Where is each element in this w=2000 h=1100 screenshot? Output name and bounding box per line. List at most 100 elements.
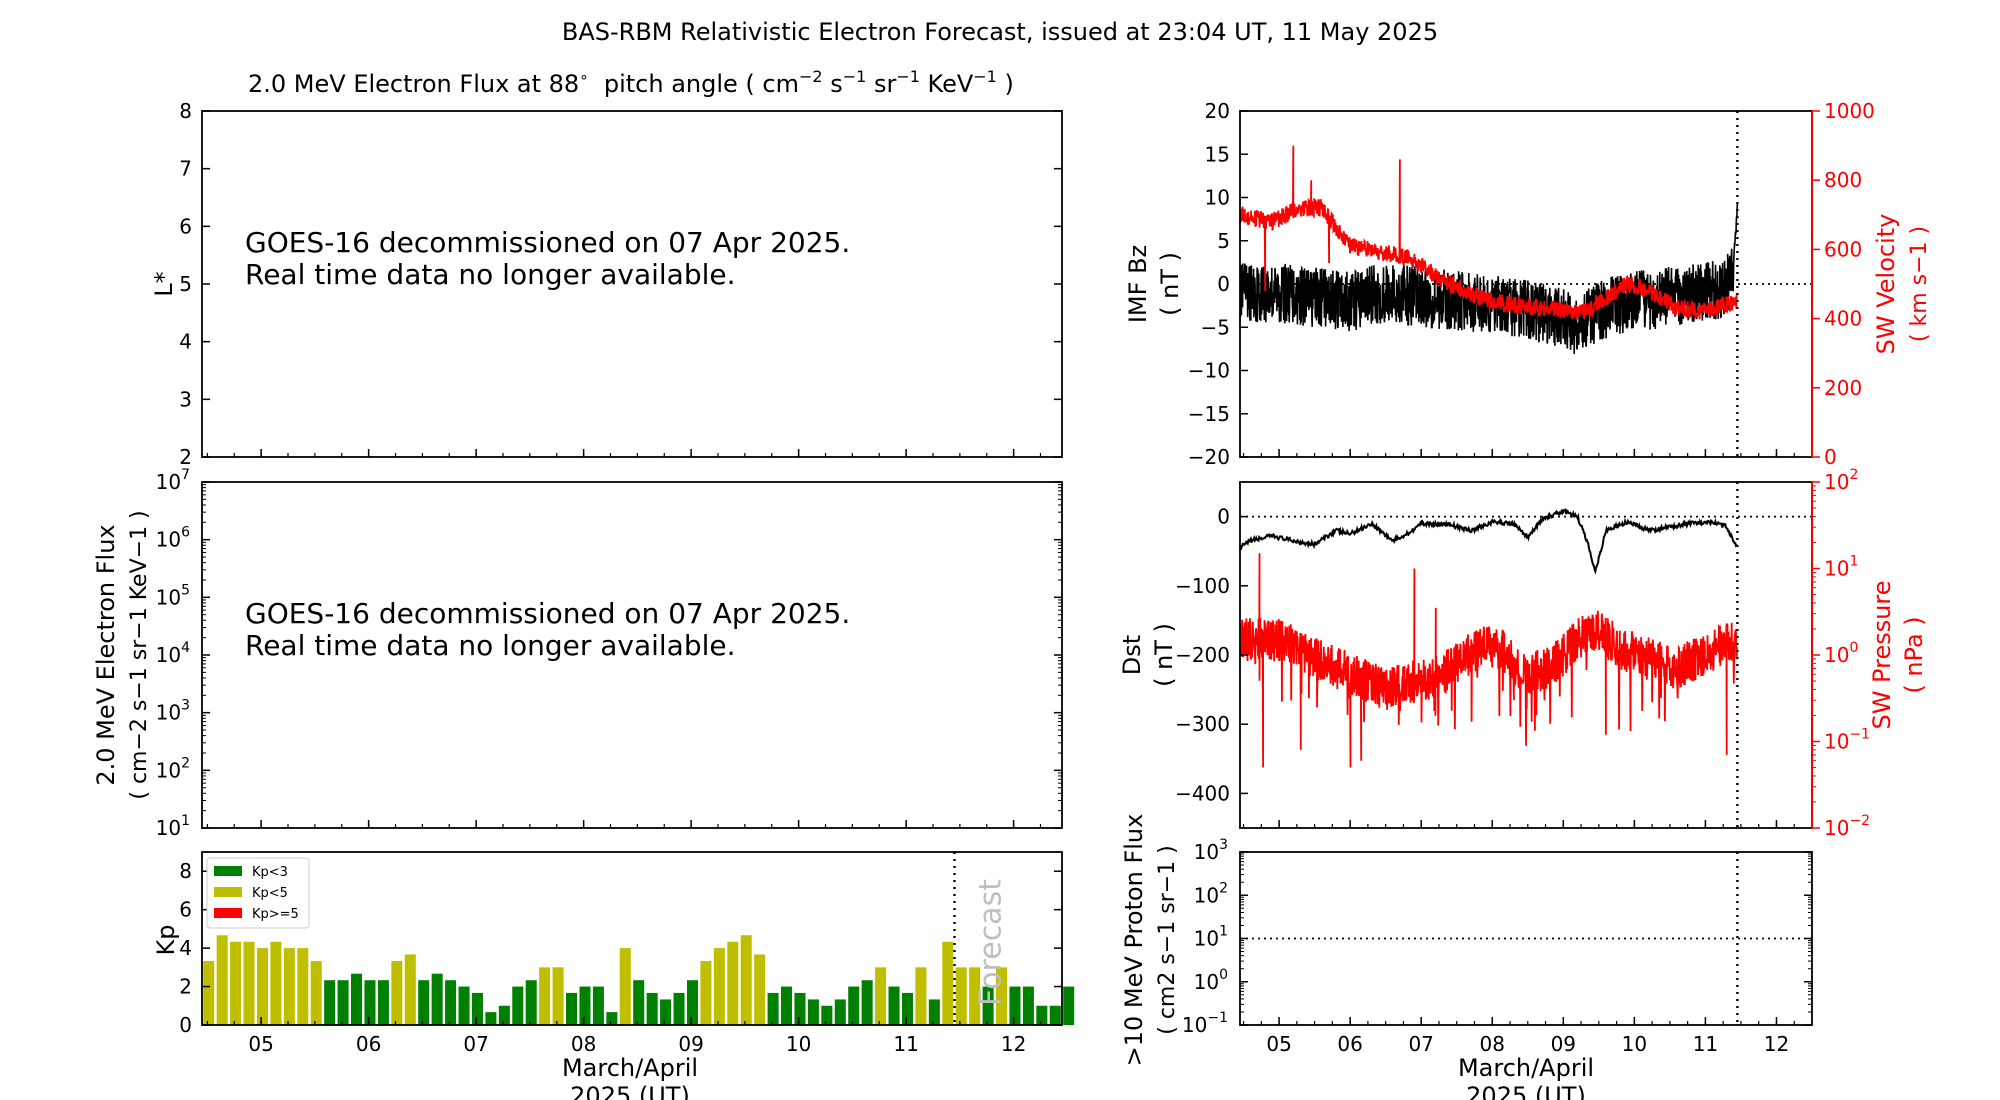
kp-bar	[1022, 986, 1034, 1025]
kp-legend-swatch-low	[214, 866, 242, 876]
kp-bar	[270, 941, 282, 1025]
kp-legend-label-mid: Kp<5	[252, 886, 288, 901]
kp-bar	[592, 986, 604, 1025]
lstar-panel: 2.0 MeV Electron Flux at 88∘ pitch angle…	[150, 67, 1063, 469]
imf-bz-series	[1239, 203, 1739, 354]
kp-bar	[686, 980, 698, 1025]
dst-ylabel-line-1: Dst	[1118, 635, 1146, 675]
kp-legend: Kp<3 Kp<5 Kp>=5	[206, 857, 310, 929]
lstar-y-tick-label: 2	[179, 445, 192, 469]
x-tick-label: 09	[1551, 1032, 1576, 1056]
kp-bar	[821, 1005, 833, 1025]
x-tick-label: 10	[786, 1032, 811, 1056]
flux-y-tick-label: 105	[156, 582, 190, 609]
imf-y-tick-label: −20	[1188, 445, 1230, 469]
lstar-y-tick-label: 7	[179, 157, 192, 181]
x-tick-label: 11	[893, 1032, 918, 1056]
kp-bar	[781, 986, 793, 1025]
kp-bar	[525, 980, 537, 1025]
x-tick-label: 07	[1408, 1032, 1433, 1056]
kp-bar	[310, 960, 322, 1025]
x-tick-label: 12	[1001, 1032, 1026, 1056]
kp-bar	[203, 960, 215, 1025]
flux-y-tick-label-base: 10	[156, 528, 181, 552]
dst-y-tick-label: −200	[1175, 643, 1230, 667]
sw-pressure-y-tick-label-exponent: −1	[1849, 727, 1870, 743]
kp-bar	[955, 967, 967, 1025]
imf-y-tick-label: −15	[1188, 402, 1230, 426]
kp-bar	[740, 935, 752, 1025]
kp-bar	[928, 999, 940, 1025]
kp-legend-swatch-high	[214, 908, 242, 918]
kp-bar	[256, 948, 268, 1025]
kp-bar	[471, 992, 483, 1025]
kp-bar	[606, 1012, 618, 1025]
kp-bar	[431, 973, 443, 1025]
proton-y-tick-label: 103	[1194, 837, 1228, 864]
kp-y-tick-label: 8	[179, 859, 192, 883]
sw-pressure-y-tick-label: 100	[1824, 640, 1858, 667]
dst-y-tick-label: −400	[1175, 781, 1230, 805]
imf-y-tick-label: 20	[1205, 99, 1230, 123]
kp-bar	[418, 980, 430, 1025]
kp-bar	[404, 954, 416, 1025]
flux-message-line-1: GOES-16 decommissioned on 07 Apr 2025.	[245, 597, 850, 630]
kp-bar	[633, 980, 645, 1025]
kp-bar	[485, 1012, 497, 1025]
kp-bar	[1063, 986, 1075, 1025]
sw-pressure-y-tick-label-base: 10	[1824, 730, 1849, 754]
sw-pressure-y-tick-label-base: 10	[1824, 470, 1849, 494]
kp-bar	[888, 986, 900, 1025]
kp-bar	[767, 992, 779, 1025]
proton-xlabel-line-2: 2025 (UT)	[1466, 1082, 1586, 1100]
sw-velocity-series	[1239, 145, 1738, 320]
sw-pressure-y-tick-label: 101	[1824, 554, 1858, 581]
sw-pressure-y-tick-label-base: 10	[1824, 557, 1849, 581]
sw-pressure-ylabel-line-2: ( nPa )	[1900, 616, 1928, 693]
imf-ylabel-line-2: ( nT )	[1156, 252, 1184, 316]
kp-y-tick-label: 2	[179, 975, 192, 999]
flux-ylabel-line-1: 2.0 MeV Electron Flux	[92, 524, 120, 785]
flux-y-tick-label: 102	[156, 755, 190, 782]
kp-bar	[996, 967, 1008, 1025]
proton-y-tick-label: 101	[1194, 924, 1228, 951]
kp-bar	[982, 986, 994, 1025]
lstar-message-line-1: GOES-16 decommissioned on 07 Apr 2025.	[245, 226, 850, 259]
kp-bar	[579, 986, 591, 1025]
imf-y-tick-label: 10	[1205, 186, 1230, 210]
proton-y-tick-label: 10−1	[1182, 1010, 1228, 1037]
kp-y-tick-label: 0	[179, 1013, 192, 1037]
flux-y-tick-label: 104	[156, 640, 190, 667]
kp-bar	[673, 992, 685, 1025]
kp-bar	[498, 1005, 510, 1025]
kp-bar	[539, 967, 551, 1025]
kp-bar	[324, 980, 336, 1025]
kp-bar	[754, 954, 766, 1025]
kp-bar	[377, 980, 389, 1025]
x-tick-label: 10	[1622, 1032, 1647, 1056]
dst-ylabel-line-2: ( nT )	[1150, 623, 1178, 687]
lstar-message-line-2: Real time data no longer available.	[245, 258, 736, 291]
kp-bar	[713, 948, 725, 1025]
proton-ylabel-line-2: ( cm2 s−1 sr−1 )	[1155, 845, 1180, 1035]
kp-y-tick-label: 4	[179, 936, 192, 960]
flux-y-tick-label-exponent: 2	[181, 755, 190, 771]
kp-bar	[458, 986, 470, 1025]
sw-velocity-ylabel-line-1: SW Velocity	[1872, 214, 1900, 355]
sw-velocity-y-tick-label: 600	[1824, 237, 1862, 261]
dst-y-tick-label: −300	[1175, 712, 1230, 736]
sw-velocity-y-tick-label: 200	[1824, 376, 1862, 400]
proton-y-tick-label: 100	[1194, 967, 1228, 994]
dst-y-tick-label: −100	[1175, 574, 1230, 598]
lstar-y-tick-label: 4	[179, 330, 192, 354]
flux-y-tick-label-exponent: 1	[181, 813, 190, 829]
flux-y-tick-label-base: 10	[156, 585, 181, 609]
kp-bar	[969, 967, 981, 1025]
kp-forecast-label: Forecast	[974, 879, 1009, 1006]
sw-pressure-y-tick-label: 10−1	[1824, 727, 1870, 754]
x-tick-label: 11	[1693, 1032, 1718, 1056]
kp-bar	[297, 948, 309, 1025]
